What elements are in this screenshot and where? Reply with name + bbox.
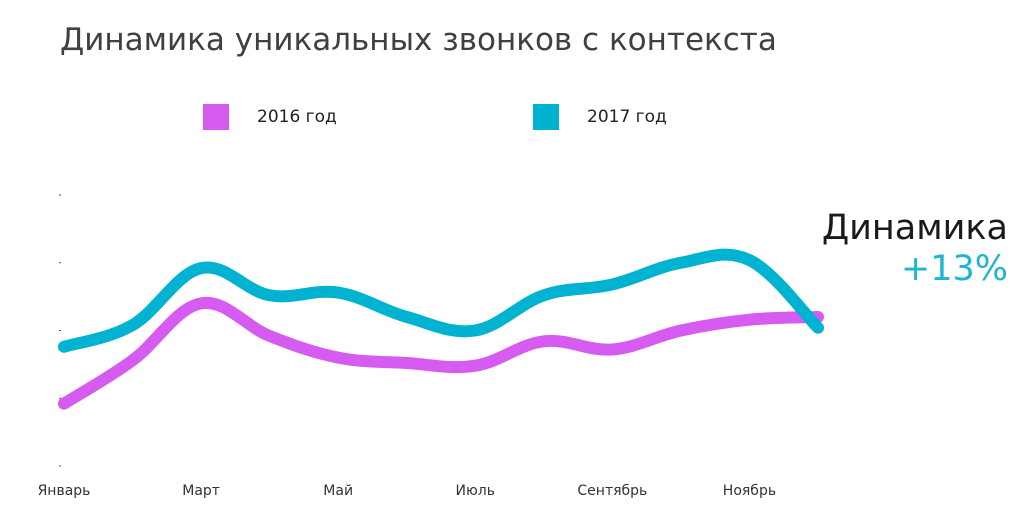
data-point-2016-0: [59, 398, 69, 409]
data-point-2017-0: [59, 341, 69, 352]
dynamics-callout: Динамика +13%: [822, 210, 1008, 288]
data-point-2017-7: [538, 290, 549, 301]
data-point-2017-8: [607, 279, 618, 290]
x-tick-label: Январь: [38, 483, 91, 499]
legend: 2016 год 2017 год: [0, 102, 1014, 132]
data-point-2017-3: [264, 290, 275, 301]
data-point-2017-1: [127, 320, 138, 331]
data-point-2016-4: [333, 352, 344, 363]
data-point-2016-9: [675, 325, 686, 336]
x-tick-label: Май: [323, 483, 353, 499]
legend-label-2016: 2016 год: [257, 107, 337, 127]
data-point-2017-6: [470, 325, 481, 336]
legend-swatch-2016: [203, 104, 229, 130]
legend-swatch-2017: [533, 104, 559, 130]
data-point-2017-9: [675, 257, 686, 268]
x-tick-label: Июль: [456, 483, 495, 499]
series-line-2017: [58, 248, 824, 353]
callout-value: +13%: [900, 248, 1008, 289]
series-line-2016: [58, 296, 824, 410]
x-tick-label: Ноябрь: [723, 483, 776, 499]
x-tick-label: Сентябрь: [577, 483, 647, 499]
data-point-2016-5: [401, 358, 412, 369]
data-point-2016-10: [744, 314, 755, 325]
data-point-2016-3: [264, 330, 275, 341]
data-point-2016-1: [127, 355, 138, 366]
legend-item-2016: 2016 год: [203, 102, 337, 132]
x-tick-label: Март: [182, 483, 220, 499]
data-point-2017-11: [813, 322, 823, 333]
data-point-2016-2: [196, 298, 207, 309]
legend-label-2017: 2017 год: [587, 107, 667, 127]
data-point-2016-6: [470, 360, 481, 371]
data-point-2017-10: [744, 255, 755, 266]
legend-item-2017: 2017 год: [533, 102, 667, 132]
chart-title: Динамика уникальных звонков с контекста: [60, 22, 777, 58]
data-point-2016-7: [538, 336, 549, 347]
data-point-2017-2: [196, 263, 207, 274]
callout-title: Динамика: [821, 208, 1008, 248]
data-point-2016-8: [607, 344, 618, 355]
data-point-2017-5: [401, 311, 412, 322]
data-point-2017-4: [333, 287, 344, 298]
